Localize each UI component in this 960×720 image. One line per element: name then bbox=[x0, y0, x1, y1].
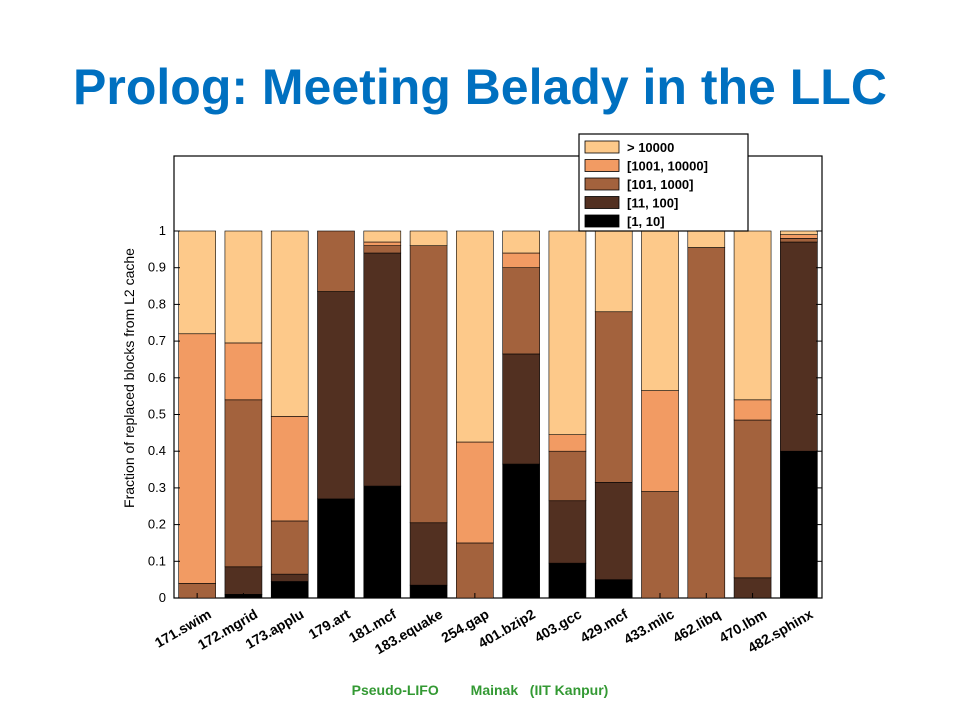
bar-segment-179.art-s1 bbox=[317, 291, 355, 500]
legend: > 10000 [1001, 10000] [101, 1000] [11, 100]… bbox=[578, 133, 749, 232]
bar-segment-181.mcf-s2 bbox=[363, 245, 402, 254]
bar-segment-179.art-s0 bbox=[317, 498, 355, 599]
y-tick-label: 0.6 bbox=[148, 370, 166, 385]
y-axis-label: Fraction of replaced blocks from L2 cach… bbox=[121, 248, 137, 508]
y-axis: 0 0.1 0.2 0.3 0.4 0.5 0.6 0.7 0.8 0.9 1 bbox=[148, 223, 822, 605]
bar-segment-429.mcf-s1 bbox=[594, 482, 633, 580]
bar-segment-429.mcf-s4 bbox=[594, 230, 633, 313]
bar-segment-433.milc-s3 bbox=[641, 390, 679, 492]
legend-label: [101, 1000] bbox=[627, 177, 694, 192]
y-tick-label: 1 bbox=[159, 223, 166, 238]
x-category-label: 462.libq bbox=[670, 606, 723, 646]
legend-swatch bbox=[584, 140, 620, 154]
bar-segment-172.mgrid-s1 bbox=[224, 566, 263, 595]
bar-segment-172.mgrid-s4 bbox=[224, 230, 263, 344]
y-tick-label: 0 bbox=[159, 590, 166, 605]
bar-segment-482.sphinx-s1 bbox=[780, 241, 818, 452]
legend-swatch bbox=[584, 196, 620, 209]
legend-label: [1001, 10000] bbox=[627, 159, 708, 174]
bar-segment-470.lbm-s2 bbox=[733, 419, 772, 579]
bar-segment-254.gap-s3 bbox=[456, 441, 494, 544]
bar-segment-171.swim-s3 bbox=[178, 333, 216, 584]
bar-segment-171.swim-s4 bbox=[178, 230, 216, 335]
bar-segment-429.mcf-s2 bbox=[594, 311, 633, 483]
bars-group bbox=[178, 230, 818, 599]
bar-segment-482.sphinx-s3 bbox=[780, 234, 818, 239]
plot-frame bbox=[173, 155, 823, 599]
bar-segment-181.mcf-s1 bbox=[363, 252, 402, 487]
bar-segment-403.gcc-s2 bbox=[548, 450, 587, 502]
bar-segment-401.bzip2-s4 bbox=[502, 230, 540, 254]
bar-segment-179.art-s2 bbox=[317, 230, 355, 292]
y-tick-label: 0.1 bbox=[148, 553, 166, 568]
bar-segment-172.mgrid-s3 bbox=[224, 342, 263, 401]
bar-segment-401.bzip2-s0 bbox=[502, 463, 540, 599]
bar-segment-181.mcf-s4 bbox=[363, 230, 402, 243]
bar-segment-401.bzip2-s2 bbox=[502, 267, 540, 355]
y-tick-label: 0.4 bbox=[148, 443, 166, 458]
x-category-label: 433.milc bbox=[621, 606, 677, 648]
bar-segment-183.equake-s1 bbox=[409, 522, 448, 586]
bar-segment-173.applu-s2 bbox=[270, 520, 309, 575]
footer-author: Mainak (IIT Kanpur) bbox=[470, 682, 609, 698]
bar-segment-401.bzip2-s3 bbox=[502, 252, 540, 269]
legend-label: > 10000 bbox=[627, 140, 674, 155]
bar-segment-470.lbm-s4 bbox=[733, 230, 772, 401]
legend-label: [11, 100] bbox=[627, 196, 678, 211]
bar-segment-181.mcf-s0 bbox=[363, 485, 402, 599]
bar-segment-482.sphinx-s0 bbox=[780, 450, 818, 599]
legend-swatch bbox=[584, 159, 620, 172]
y-tick-label: 0.9 bbox=[148, 260, 166, 275]
bar-segment-173.applu-s3 bbox=[270, 416, 309, 522]
slide-footer: Pseudo-LIFO Mainak (IIT Kanpur) bbox=[0, 682, 960, 698]
bar-segment-403.gcc-s3 bbox=[548, 434, 587, 452]
bar-segment-482.sphinx-s2 bbox=[780, 238, 818, 243]
bar-segment-183.equake-s4 bbox=[409, 230, 448, 246]
bar-segment-482.sphinx-s4 bbox=[780, 230, 818, 235]
bar-segment-183.equake-s2 bbox=[409, 245, 448, 524]
bar-segment-433.milc-s2 bbox=[641, 491, 679, 599]
bar-segment-470.lbm-s3 bbox=[733, 399, 772, 421]
bar-segment-401.bzip2-s1 bbox=[502, 353, 540, 465]
bar-segment-462.libq-s2 bbox=[687, 247, 726, 599]
slide-title: Prolog: Meeting Belady in the LLC bbox=[73, 59, 887, 115]
x-category-label: 179.art bbox=[306, 606, 353, 643]
bar-segment-462.libq-s4 bbox=[687, 230, 726, 248]
y-tick-label: 0.5 bbox=[148, 407, 166, 422]
bar-segment-254.gap-s4 bbox=[456, 230, 494, 443]
legend-swatch bbox=[584, 214, 620, 228]
y-tick-label: 0.7 bbox=[148, 333, 166, 348]
x-category-label: 403.gcc bbox=[532, 606, 585, 646]
y-tick-label: 0.2 bbox=[148, 517, 166, 532]
x-category-label: 429.mcf bbox=[577, 606, 630, 646]
y-tick-label: 0.3 bbox=[148, 480, 166, 495]
legend-label: [1, 10] bbox=[627, 214, 665, 229]
bar-segment-173.applu-s4 bbox=[270, 230, 309, 417]
bar-segment-254.gap-s2 bbox=[456, 542, 494, 599]
bar-segment-403.gcc-s1 bbox=[548, 500, 587, 564]
bar-segment-403.gcc-s4 bbox=[548, 230, 587, 435]
bar-segment-403.gcc-s0 bbox=[548, 562, 587, 599]
bar-segment-433.milc-s4 bbox=[641, 230, 679, 391]
y-tick-label: 0.8 bbox=[148, 296, 166, 311]
bar-segment-173.applu-s1 bbox=[270, 573, 309, 582]
legend-swatch bbox=[584, 177, 620, 191]
footer-topic: Pseudo-LIFO bbox=[351, 682, 439, 698]
bar-segment-172.mgrid-s2 bbox=[224, 399, 263, 568]
bar-segment-181.mcf-s3 bbox=[363, 241, 402, 246]
